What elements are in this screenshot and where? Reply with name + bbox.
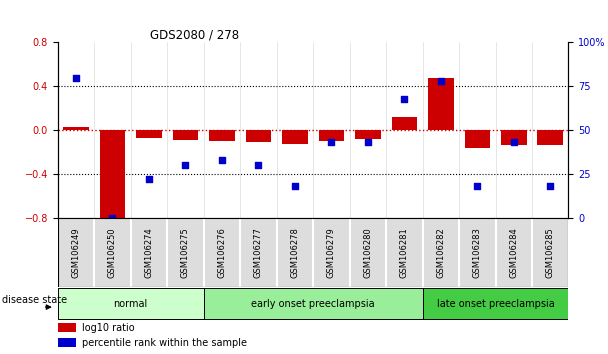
- Text: percentile rank within the sample: percentile rank within the sample: [82, 338, 247, 348]
- Text: GSM106250: GSM106250: [108, 227, 117, 278]
- Bar: [282, 130, 308, 144]
- Bar: [63, 127, 89, 130]
- Point: [326, 139, 336, 145]
- Point: [363, 139, 373, 145]
- Text: GSM106281: GSM106281: [400, 227, 409, 278]
- Bar: [58, 338, 76, 347]
- Point: [399, 96, 409, 101]
- Text: GDS2080 / 278: GDS2080 / 278: [150, 28, 239, 41]
- Text: normal: normal: [114, 298, 148, 309]
- Bar: [58, 324, 76, 332]
- Bar: [136, 130, 162, 138]
- Text: GSM106285: GSM106285: [546, 227, 554, 278]
- Bar: [246, 130, 271, 142]
- Text: GSM106284: GSM106284: [510, 227, 518, 278]
- Text: GSM106278: GSM106278: [291, 227, 299, 278]
- Point: [254, 162, 263, 168]
- Point: [509, 139, 519, 145]
- Bar: [428, 78, 454, 130]
- Text: GSM106274: GSM106274: [145, 227, 153, 278]
- Text: GSM106249: GSM106249: [72, 227, 80, 278]
- Point: [436, 78, 446, 84]
- Text: GSM106277: GSM106277: [254, 227, 263, 278]
- Bar: [58, 289, 204, 319]
- Bar: [392, 117, 417, 130]
- Bar: [355, 130, 381, 139]
- Point: [71, 75, 81, 80]
- Text: GSM106279: GSM106279: [327, 227, 336, 278]
- Point: [144, 176, 154, 182]
- Text: GSM106280: GSM106280: [364, 227, 372, 278]
- Bar: [173, 130, 198, 140]
- Point: [472, 183, 482, 189]
- Bar: [100, 130, 125, 220]
- Bar: [501, 130, 527, 145]
- Point: [290, 183, 300, 189]
- Point: [108, 215, 117, 221]
- Text: GSM106276: GSM106276: [218, 227, 226, 278]
- Point: [217, 157, 227, 163]
- Text: GSM106275: GSM106275: [181, 227, 190, 278]
- Text: GSM106282: GSM106282: [437, 227, 445, 278]
- Bar: [209, 130, 235, 141]
- Text: late onset preeclampsia: late onset preeclampsia: [437, 298, 554, 309]
- Point: [545, 183, 555, 189]
- Text: log10 ratio: log10 ratio: [82, 322, 135, 333]
- Bar: [537, 130, 563, 145]
- Bar: [465, 130, 490, 148]
- Point: [181, 162, 190, 168]
- Text: GSM106283: GSM106283: [473, 227, 482, 278]
- Text: early onset preeclampsia: early onset preeclampsia: [251, 298, 375, 309]
- Text: disease state: disease state: [2, 295, 67, 305]
- Bar: [319, 130, 344, 141]
- Bar: [423, 289, 568, 319]
- Bar: [204, 289, 423, 319]
